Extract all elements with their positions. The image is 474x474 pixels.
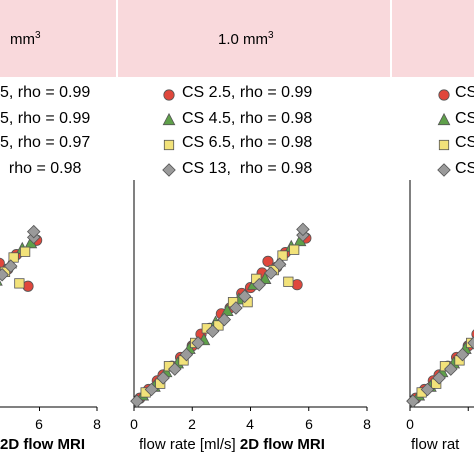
legend-right-row-4: CS: [455, 160, 474, 177]
left-point-square: [8, 252, 19, 263]
middle-tick-4: 4: [246, 416, 254, 432]
middle-tick-8: 8: [363, 416, 371, 432]
legend-middle-row-2: CS 4.5, rho = 0.98: [182, 110, 312, 128]
legend-left-row-3: 5, rho = 0.97: [0, 134, 91, 151]
legend-left-row-2: 5, rho = 0.99: [0, 110, 91, 127]
right-point-diamond: [420, 382, 435, 397]
middle-point-diamond: [205, 324, 220, 339]
left-tick-8: 8: [93, 416, 101, 432]
header-right: [392, 0, 474, 77]
middle-point-diamond: [237, 289, 252, 304]
middle-tick-0: 0: [130, 416, 138, 432]
legend-marker-circle: [163, 89, 175, 101]
legend-cs-label: CS: [182, 160, 205, 177]
middle-point-diamond: [168, 362, 182, 376]
middle-point-diamond: [272, 257, 287, 272]
legend-right-marker-diamond: [437, 163, 451, 177]
legend-marker-triangle: [162, 112, 176, 126]
right-point-diamond: [432, 371, 446, 385]
middle-point-square: [289, 244, 300, 255]
middle-xlabel-text: flow rate [ml/s]: [139, 436, 240, 453]
legend-right-marker-square: [438, 139, 450, 151]
legend-right-row-1: CS: [455, 84, 474, 101]
middle-point-square: [213, 320, 224, 331]
legend-marker-square: [163, 139, 175, 151]
legend-marker-diamond: [162, 163, 176, 177]
header-middle: 1.0 mm3: [118, 0, 390, 77]
middle-point-diamond: [252, 277, 267, 292]
left-tick-6: 6: [35, 416, 43, 432]
middle-point-circle: [262, 255, 274, 267]
legend-middle-row-4: CS 13, rho = 0.98: [182, 160, 312, 178]
right-point-circle: [471, 329, 474, 339]
legend-middle-row-1-value: 2.5, rho = 0.99: [204, 84, 313, 101]
left-point-diamond: [0, 267, 9, 282]
middle-point-diamond: [229, 301, 243, 315]
right-xlabel: flow rat: [411, 436, 460, 453]
middle-xlabel: flow rate [ml/s] 2D flow MRI: [139, 436, 325, 453]
header-left-label: mm3: [10, 30, 41, 48]
middle-point-diamond: [179, 347, 194, 362]
left-point-diamond: [3, 259, 18, 273]
legend-middle-row-3-value: 6.5, rho = 0.98: [204, 134, 313, 151]
legend-cs-label: CS: [182, 134, 205, 151]
legend-left-row-1: 5, rho = 0.99: [0, 84, 91, 101]
header-left: mm3: [0, 0, 116, 77]
legend-right-marker-circle: [438, 89, 450, 101]
left-point-triangle: [0, 280, 3, 286]
legend-right-row-3: CS: [455, 134, 474, 151]
legend-middle-row-2-value: 4.5, rho = 0.98: [204, 110, 313, 127]
header-middle-sup: 3: [268, 30, 274, 41]
header-left-sup: 3: [35, 30, 41, 41]
legend-left-row-4: rho = 0.98: [0, 160, 82, 177]
middle-point-diamond: [156, 371, 170, 385]
right-point-diamond: [467, 336, 474, 350]
left-point-square: [14, 278, 25, 289]
middle-point-diamond: [296, 222, 310, 237]
header-left-text: mm: [10, 31, 35, 48]
legend-middle-row-3: CS 6.5, rho = 0.98: [182, 134, 312, 152]
right-point-diamond: [444, 362, 458, 376]
right-point-diamond: [406, 394, 420, 408]
middle-point-diamond: [191, 336, 205, 350]
legend-middle-row-1: CS 2.5, rho = 0.99: [182, 84, 312, 102]
legend-middle-row-4-value: 13, rho = 0.98: [204, 160, 313, 177]
left-xlabel: 2D flow MRI: [0, 436, 85, 453]
middle-tick-2: 2: [188, 416, 196, 432]
middle-xlabel-bold: 2D flow MRI: [239, 436, 325, 453]
legend-right-marker-triangle: [437, 112, 451, 126]
left-point-square: [20, 246, 31, 257]
middle-point-diamond: [217, 312, 232, 327]
middle-tick-6: 6: [305, 416, 313, 432]
middle-point-square: [283, 276, 294, 287]
legend-right-row-2: CS: [455, 110, 474, 127]
middle-point-diamond: [264, 266, 278, 280]
middle-point-diamond: [130, 394, 144, 408]
right-point-diamond: [455, 347, 470, 362]
left-point-diamond: [26, 224, 41, 239]
middle-point-triangle: [258, 271, 272, 284]
header-middle-text: 1.0 mm: [218, 31, 269, 48]
legend-cs-label: CS: [182, 84, 205, 101]
legend-cs-label: CS: [182, 110, 205, 127]
middle-point-square: [277, 250, 288, 261]
right-tick-0: 0: [406, 416, 414, 432]
middle-point-triangle: [220, 303, 234, 316]
header-middle-label: 1.0 mm3: [218, 30, 274, 48]
middle-point-diamond: [144, 382, 159, 397]
